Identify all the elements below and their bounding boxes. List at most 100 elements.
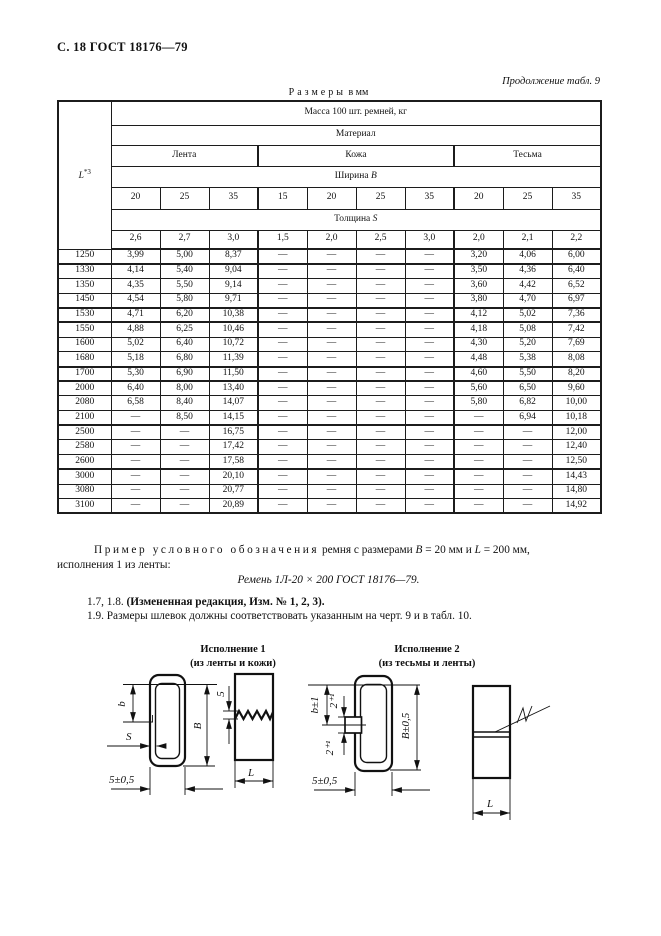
cell-length: 2500 xyxy=(57,424,112,441)
cell-mass: 5,50 xyxy=(502,366,553,383)
cell-mass: 10,72 xyxy=(208,336,259,353)
header-value-cell: 2,1 xyxy=(502,229,553,250)
cell-mass: 10,18 xyxy=(551,410,602,427)
thickness-values-row: 2,6 2,7 3,0 1,5 2,0 2,5 3,0 2,0 2,1 2,2 xyxy=(58,229,602,250)
cell-mass: — xyxy=(159,498,210,514)
cell-mass: — xyxy=(404,292,455,309)
cell-mass: — xyxy=(306,307,357,324)
cell-mass: — xyxy=(306,351,357,368)
table-row: 3100— —20,89— — — — — —14,92 xyxy=(57,498,602,514)
cell-mass: — xyxy=(355,483,406,500)
cell-mass: 6,40 xyxy=(551,263,602,279)
cell-mass: — xyxy=(355,395,406,412)
cell-mass: — xyxy=(110,468,161,485)
cell-mass: 8,40 xyxy=(159,395,210,412)
cell-mass: — xyxy=(306,395,357,412)
header-value-cell: 25 xyxy=(355,186,406,210)
cell-mass: — xyxy=(257,439,308,456)
cell-mass: 5,20 xyxy=(502,336,553,353)
header-value-cell: 1,5 xyxy=(257,229,308,250)
header-value-cell: 2,7 xyxy=(159,229,210,250)
seam-leader xyxy=(494,705,551,733)
cell-mass: — xyxy=(355,292,406,309)
cell-mass: — xyxy=(257,366,308,383)
header-value-cell: 20 xyxy=(453,186,504,210)
cell-mass: — xyxy=(355,263,406,279)
cell-mass: 14,43 xyxy=(551,468,602,485)
cell-mass: 20,89 xyxy=(208,498,259,514)
cell-mass: — xyxy=(110,410,161,427)
cell-mass: 5,30 xyxy=(110,366,161,383)
cell-mass: — xyxy=(355,366,406,383)
table-row: 1250 3,99 5,00 8,37— — — —3,20 4,06 6,00 xyxy=(57,248,602,265)
cell-mass: — xyxy=(306,263,357,279)
cell-mass: 4,30 xyxy=(453,336,504,353)
cell-mass: 5,80 xyxy=(453,395,504,412)
cell-mass: 4,42 xyxy=(502,277,553,294)
header-value-cell: 2,2 xyxy=(551,229,602,250)
cell-mass: — xyxy=(355,454,406,471)
header-value-cell: 20 xyxy=(110,186,161,210)
cell-mass: — xyxy=(306,424,357,441)
cell-mass: 4,18 xyxy=(453,321,504,338)
dim-label-B: B±0,5 xyxy=(400,712,412,739)
header-value-cell: 25 xyxy=(502,186,553,210)
cell-mass: — xyxy=(306,468,357,485)
seam-symbol xyxy=(516,705,533,724)
cell-mass: — xyxy=(404,424,455,441)
cell-length: 3080 xyxy=(57,483,112,500)
cell-mass: 3,50 xyxy=(453,263,504,279)
cell-mass: — xyxy=(404,336,455,353)
cell-mass: — xyxy=(159,424,210,441)
cell-mass: 4,14 xyxy=(110,263,161,279)
cell-mass: 10,00 xyxy=(551,395,602,412)
cell-length: 3000 xyxy=(57,468,112,485)
clause-amendment: (Измененная редакция, Изм. № 1, 2, 3). xyxy=(126,596,325,608)
dim-label-2-upper: 2⁺¹ xyxy=(328,694,340,709)
cell-mass: 6,97 xyxy=(551,292,602,309)
thickness-header: Толщина S xyxy=(110,208,602,231)
cell-mass: — xyxy=(257,248,308,265)
loop-side-view: 5 L xyxy=(215,672,275,788)
dim-label-B: B xyxy=(192,722,204,729)
example-paragraph: Пример условного обозначения ремня с раз… xyxy=(57,543,600,573)
length-symbol: L xyxy=(78,170,84,181)
cell-mass: 14,80 xyxy=(551,483,602,500)
cell-mass: — xyxy=(404,248,455,265)
cell-mass: — xyxy=(404,380,455,397)
header-value-cell: 20 xyxy=(306,186,357,210)
cell-mass: — xyxy=(355,424,406,441)
table-row: 1680 5,18 6,80 11,39— — — —4,48 5,38 8,08 xyxy=(57,351,602,368)
dimensions-table: L*3 Масса 100 шт. ремней, кг Материал Ле… xyxy=(57,100,602,515)
header-value-cell: 35 xyxy=(404,186,455,210)
clause-1-7-1-8: 1.7, 1.8. (Измененная редакция, Изм. № 1… xyxy=(57,596,600,608)
cell-mass: 9,04 xyxy=(208,263,259,279)
cell-mass: 4,48 xyxy=(453,351,504,368)
cell-mass: — xyxy=(355,498,406,514)
header-value-cell: 3,0 xyxy=(208,229,259,250)
cell-mass: 5,40 xyxy=(159,263,210,279)
table-body: 1250 3,99 5,00 8,37— — — —3,20 4,06 6,00 1330 4,14… xyxy=(57,248,602,514)
cell-mass: 6,40 xyxy=(110,380,161,397)
cell-mass: 6,40 xyxy=(159,336,210,353)
cell-mass: 5,38 xyxy=(502,351,553,368)
example-text: = 200 мм, xyxy=(480,544,530,556)
table-row: 2500— —16,75— — — — — —12,00 xyxy=(57,424,602,441)
cell-mass: — xyxy=(257,395,308,412)
cell-length: 2000 xyxy=(57,380,112,397)
cell-mass: 6,90 xyxy=(159,366,210,383)
cell-length: 1700 xyxy=(57,366,112,383)
cell-length: 2580 xyxy=(57,439,112,456)
cell-length: 2600 xyxy=(57,454,112,471)
cell-mass: — xyxy=(502,424,553,441)
header-value-cell: 25 xyxy=(159,186,210,210)
cell-mass: 6,80 xyxy=(159,351,210,368)
cell-mass: — xyxy=(355,351,406,368)
material-group-tesma: Тесьма xyxy=(453,144,602,167)
cell-length: 1250 xyxy=(57,248,112,265)
header-value-cell: 2,5 xyxy=(355,229,406,250)
cell-mass: — xyxy=(159,454,210,471)
cell-mass: — xyxy=(306,336,357,353)
cell-mass: — xyxy=(257,380,308,397)
cell-length: 2080 xyxy=(57,395,112,412)
